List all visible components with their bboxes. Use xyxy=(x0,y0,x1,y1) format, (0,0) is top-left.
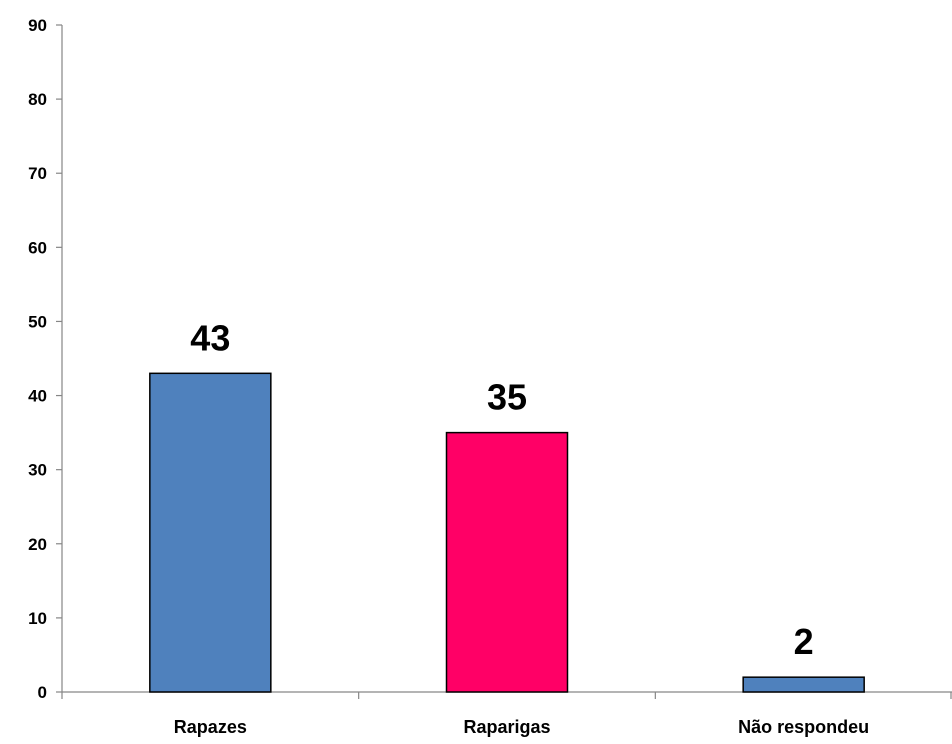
bar xyxy=(742,676,865,693)
y-tick-label: 80 xyxy=(28,90,47,109)
bar xyxy=(445,431,569,693)
x-axis xyxy=(61,691,952,699)
category-label: Raparigas xyxy=(463,717,550,737)
y-tick-label: 10 xyxy=(28,609,47,628)
category-label: Rapazes xyxy=(174,717,247,737)
category-labels: Rapazes Raparigas Não respondeu xyxy=(174,717,869,737)
category-label: Não respondeu xyxy=(738,717,869,737)
data-label: 35 xyxy=(487,377,527,418)
y-tick-label: 30 xyxy=(28,461,47,480)
y-tick-label: 0 xyxy=(38,683,47,702)
y-tick-label: 40 xyxy=(28,387,47,406)
y-tick-label: 90 xyxy=(28,16,47,35)
data-label: 43 xyxy=(190,317,230,358)
y-tick-label: 50 xyxy=(28,312,47,331)
y-tick-label: 20 xyxy=(28,535,47,554)
y-axis: 0 10 20 30 40 50 60 70 80 90 xyxy=(28,16,63,702)
y-tick-label: 70 xyxy=(28,164,47,183)
y-tick-label: 60 xyxy=(28,238,47,257)
bar xyxy=(149,372,272,693)
data-label: 2 xyxy=(794,621,814,662)
bars xyxy=(149,372,865,693)
data-labels: 43 35 2 xyxy=(190,317,813,662)
